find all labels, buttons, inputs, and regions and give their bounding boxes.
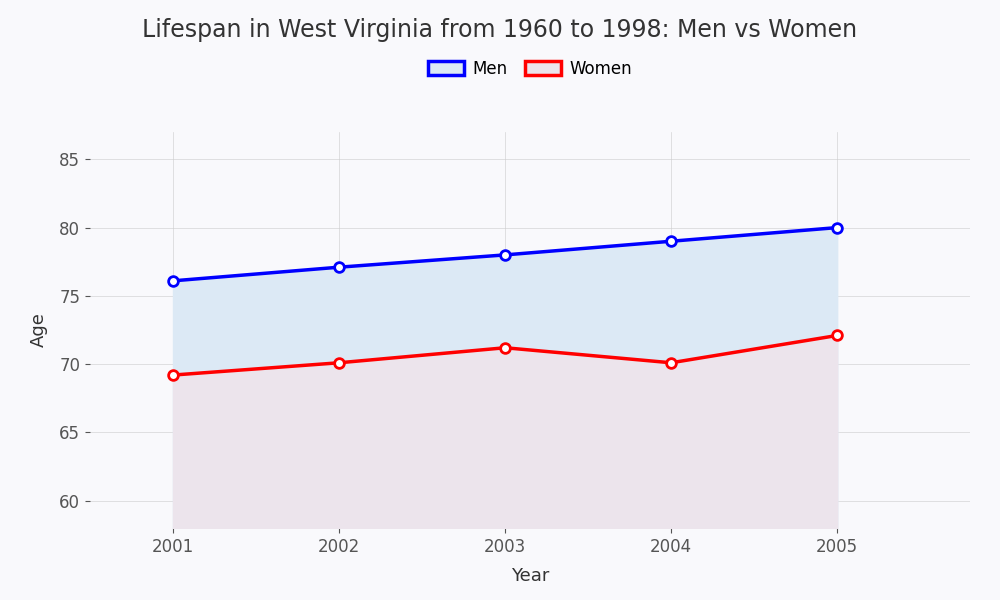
Text: Lifespan in West Virginia from 1960 to 1998: Men vs Women: Lifespan in West Virginia from 1960 to 1… [142, 18, 858, 42]
Y-axis label: Age: Age [30, 313, 48, 347]
X-axis label: Year: Year [511, 567, 549, 585]
Legend: Men, Women: Men, Women [421, 53, 639, 85]
